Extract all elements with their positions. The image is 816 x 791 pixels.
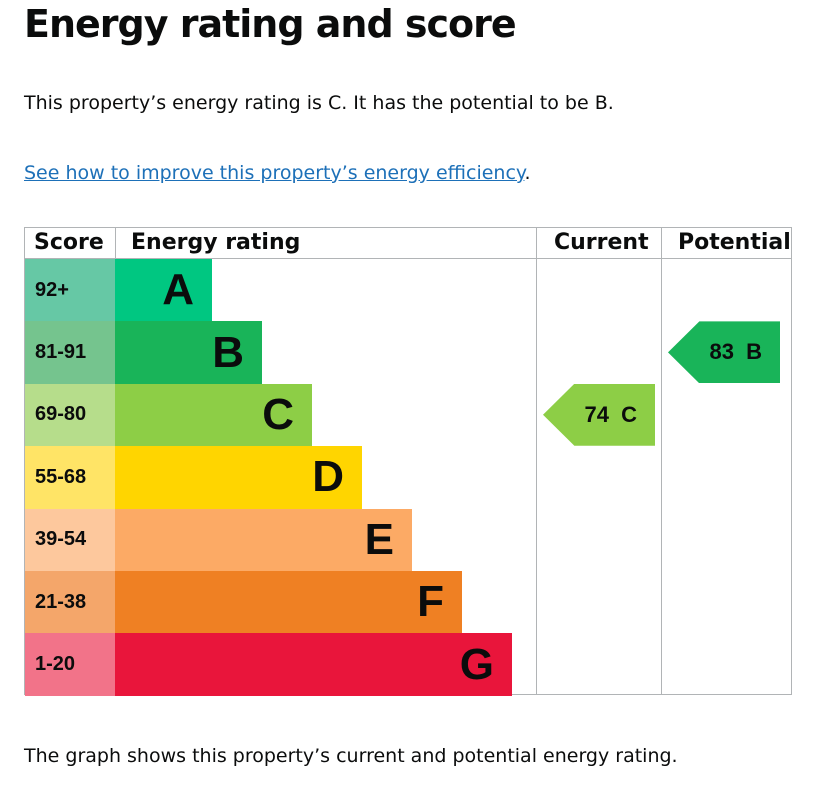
header-score: Score xyxy=(34,230,104,255)
improve-link-paragraph: See how to improve this property’s energ… xyxy=(24,162,531,184)
rating-summary: This property’s energy rating is C. It h… xyxy=(24,92,614,114)
rating-bar-e: E xyxy=(115,508,412,571)
header-potential: Potential xyxy=(678,230,791,255)
score-range-b: 81-91 xyxy=(25,321,115,384)
rating-bar-d: D xyxy=(115,446,362,509)
page-title: Energy rating and score xyxy=(24,2,517,46)
rating-bar-b: B xyxy=(115,321,262,384)
header-energy-rating: Energy rating xyxy=(131,230,301,255)
rating-bar-c: C xyxy=(115,383,312,447)
energy-rating-chart: Score Energy rating Current Potential 92… xyxy=(24,227,792,696)
header-current: Current xyxy=(554,230,649,255)
divider xyxy=(25,258,791,259)
current-rating-arrow: 74 C xyxy=(543,383,655,446)
divider xyxy=(661,228,662,694)
improve-efficiency-link[interactable]: See how to improve this property’s energ… xyxy=(24,162,525,184)
rating-bar-g: G xyxy=(115,633,512,696)
rating-bar-a: A xyxy=(115,259,212,322)
rating-bar-f: F xyxy=(115,571,462,634)
score-range-f: 21-38 xyxy=(25,571,115,634)
link-suffix: . xyxy=(524,162,531,184)
score-range-e: 39-54 xyxy=(25,508,115,571)
score-range-a: 92+ xyxy=(25,259,115,322)
score-range-c: 69-80 xyxy=(25,383,115,447)
score-range-d: 55-68 xyxy=(25,446,115,509)
divider xyxy=(115,228,116,259)
divider xyxy=(536,228,537,694)
potential-rating-arrow: 83 B xyxy=(668,321,780,384)
chart-caption: The graph shows this property’s current … xyxy=(24,745,678,767)
score-range-g: 1-20 xyxy=(25,633,115,696)
